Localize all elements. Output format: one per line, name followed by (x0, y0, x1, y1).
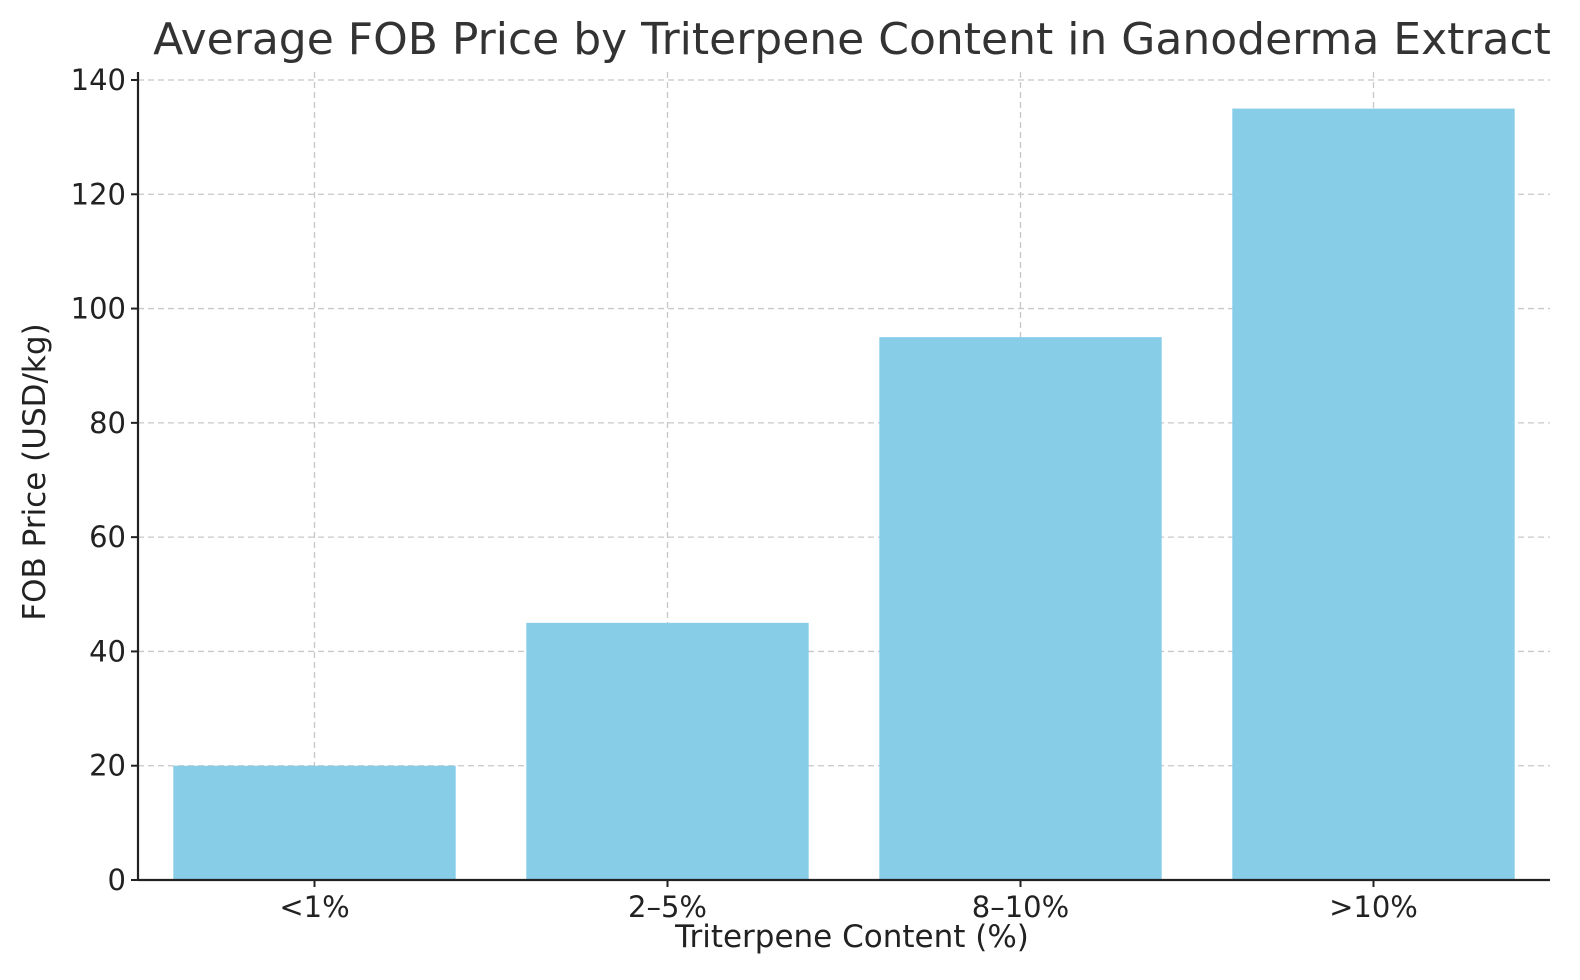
x-tick-label: 2–5% (628, 890, 707, 924)
y-tick-label: 20 (89, 749, 126, 783)
y-tick-label: 40 (89, 634, 126, 668)
bars (173, 108, 1515, 881)
x-axis-label: Triterpene Content (%) (674, 919, 1029, 955)
y-tick-label: 140 (71, 63, 126, 97)
bar (1232, 108, 1515, 881)
x-tick-label: <1% (279, 890, 349, 924)
bar (879, 337, 1162, 881)
axes (136, 72, 1550, 882)
x-axis-ticks: <1% 2–5% 8–10% >10% (279, 880, 1418, 924)
bar (526, 622, 809, 880)
y-axis-ticks: 0 20 40 60 80 100 120 140 (71, 63, 138, 897)
y-tick-label: 60 (89, 520, 126, 554)
x-tick-label: 8–10% (972, 890, 1069, 924)
y-tick-label: 100 (71, 292, 126, 326)
y-tick-label: 120 (71, 177, 126, 211)
y-tick-label: 80 (89, 406, 126, 440)
bar (173, 765, 456, 880)
grid-lines (138, 72, 1550, 880)
chart-title: Average FOB Price by Triterpene Content … (153, 14, 1551, 65)
y-axis-label: FOB Price (USD/kg) (17, 323, 53, 620)
y-tick-label: 0 (108, 863, 126, 897)
x-tick-label: >10% (1329, 890, 1418, 924)
